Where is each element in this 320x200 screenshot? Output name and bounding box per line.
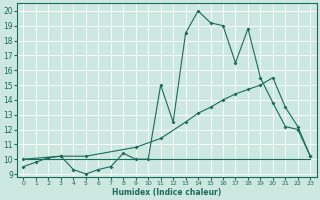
X-axis label: Humidex (Indice chaleur): Humidex (Indice chaleur) xyxy=(112,188,221,197)
